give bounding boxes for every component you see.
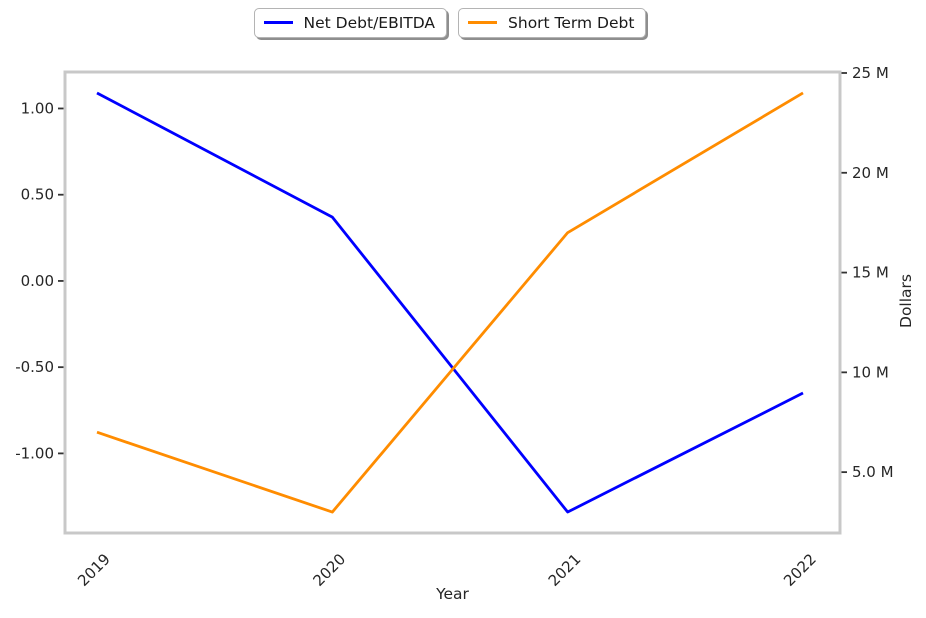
series-line-short-term-debt — [96, 91, 804, 514]
right-y-tick-label: 15 M — [852, 264, 889, 282]
right-y-tick-label: 5.0 M — [852, 463, 894, 481]
right-y-tick-label: 20 M — [852, 164, 889, 182]
legend-item-net-debt-ebitda: Net Debt/EBITDA — [253, 8, 448, 38]
right-y-tick-label: 25 M — [852, 64, 889, 82]
legend: Net Debt/EBITDA Short Term Debt — [0, 8, 900, 38]
plot-border — [63, 70, 842, 535]
left-y-tick-label: 0.00 — [21, 272, 54, 290]
x-tick-label: 2019 — [74, 550, 114, 590]
right-y-tick-label: 10 M — [852, 363, 889, 381]
legend-line-swatch-blue — [263, 21, 293, 24]
x-tick-label: 2021 — [545, 550, 585, 590]
legend-label: Net Debt/EBITDA — [303, 13, 436, 32]
left-y-tick-label: -1.00 — [15, 444, 54, 462]
x-tick-label: 2020 — [309, 550, 349, 590]
right-y-axis-title: Dollars — [897, 274, 915, 328]
left-y-tick-label: -0.50 — [15, 358, 54, 376]
left-y-tick-label: 1.00 — [21, 99, 54, 117]
legend-line-swatch-orange — [468, 21, 498, 24]
legend-item-short-term-debt: Short Term Debt — [458, 8, 647, 38]
legend-label: Short Term Debt — [508, 13, 635, 32]
x-tick-label: 2022 — [780, 550, 820, 590]
x-axis-title: Year — [436, 585, 469, 603]
left-y-tick-label: 0.50 — [21, 186, 54, 204]
series-line-net-debt-ebitda — [96, 91, 804, 514]
